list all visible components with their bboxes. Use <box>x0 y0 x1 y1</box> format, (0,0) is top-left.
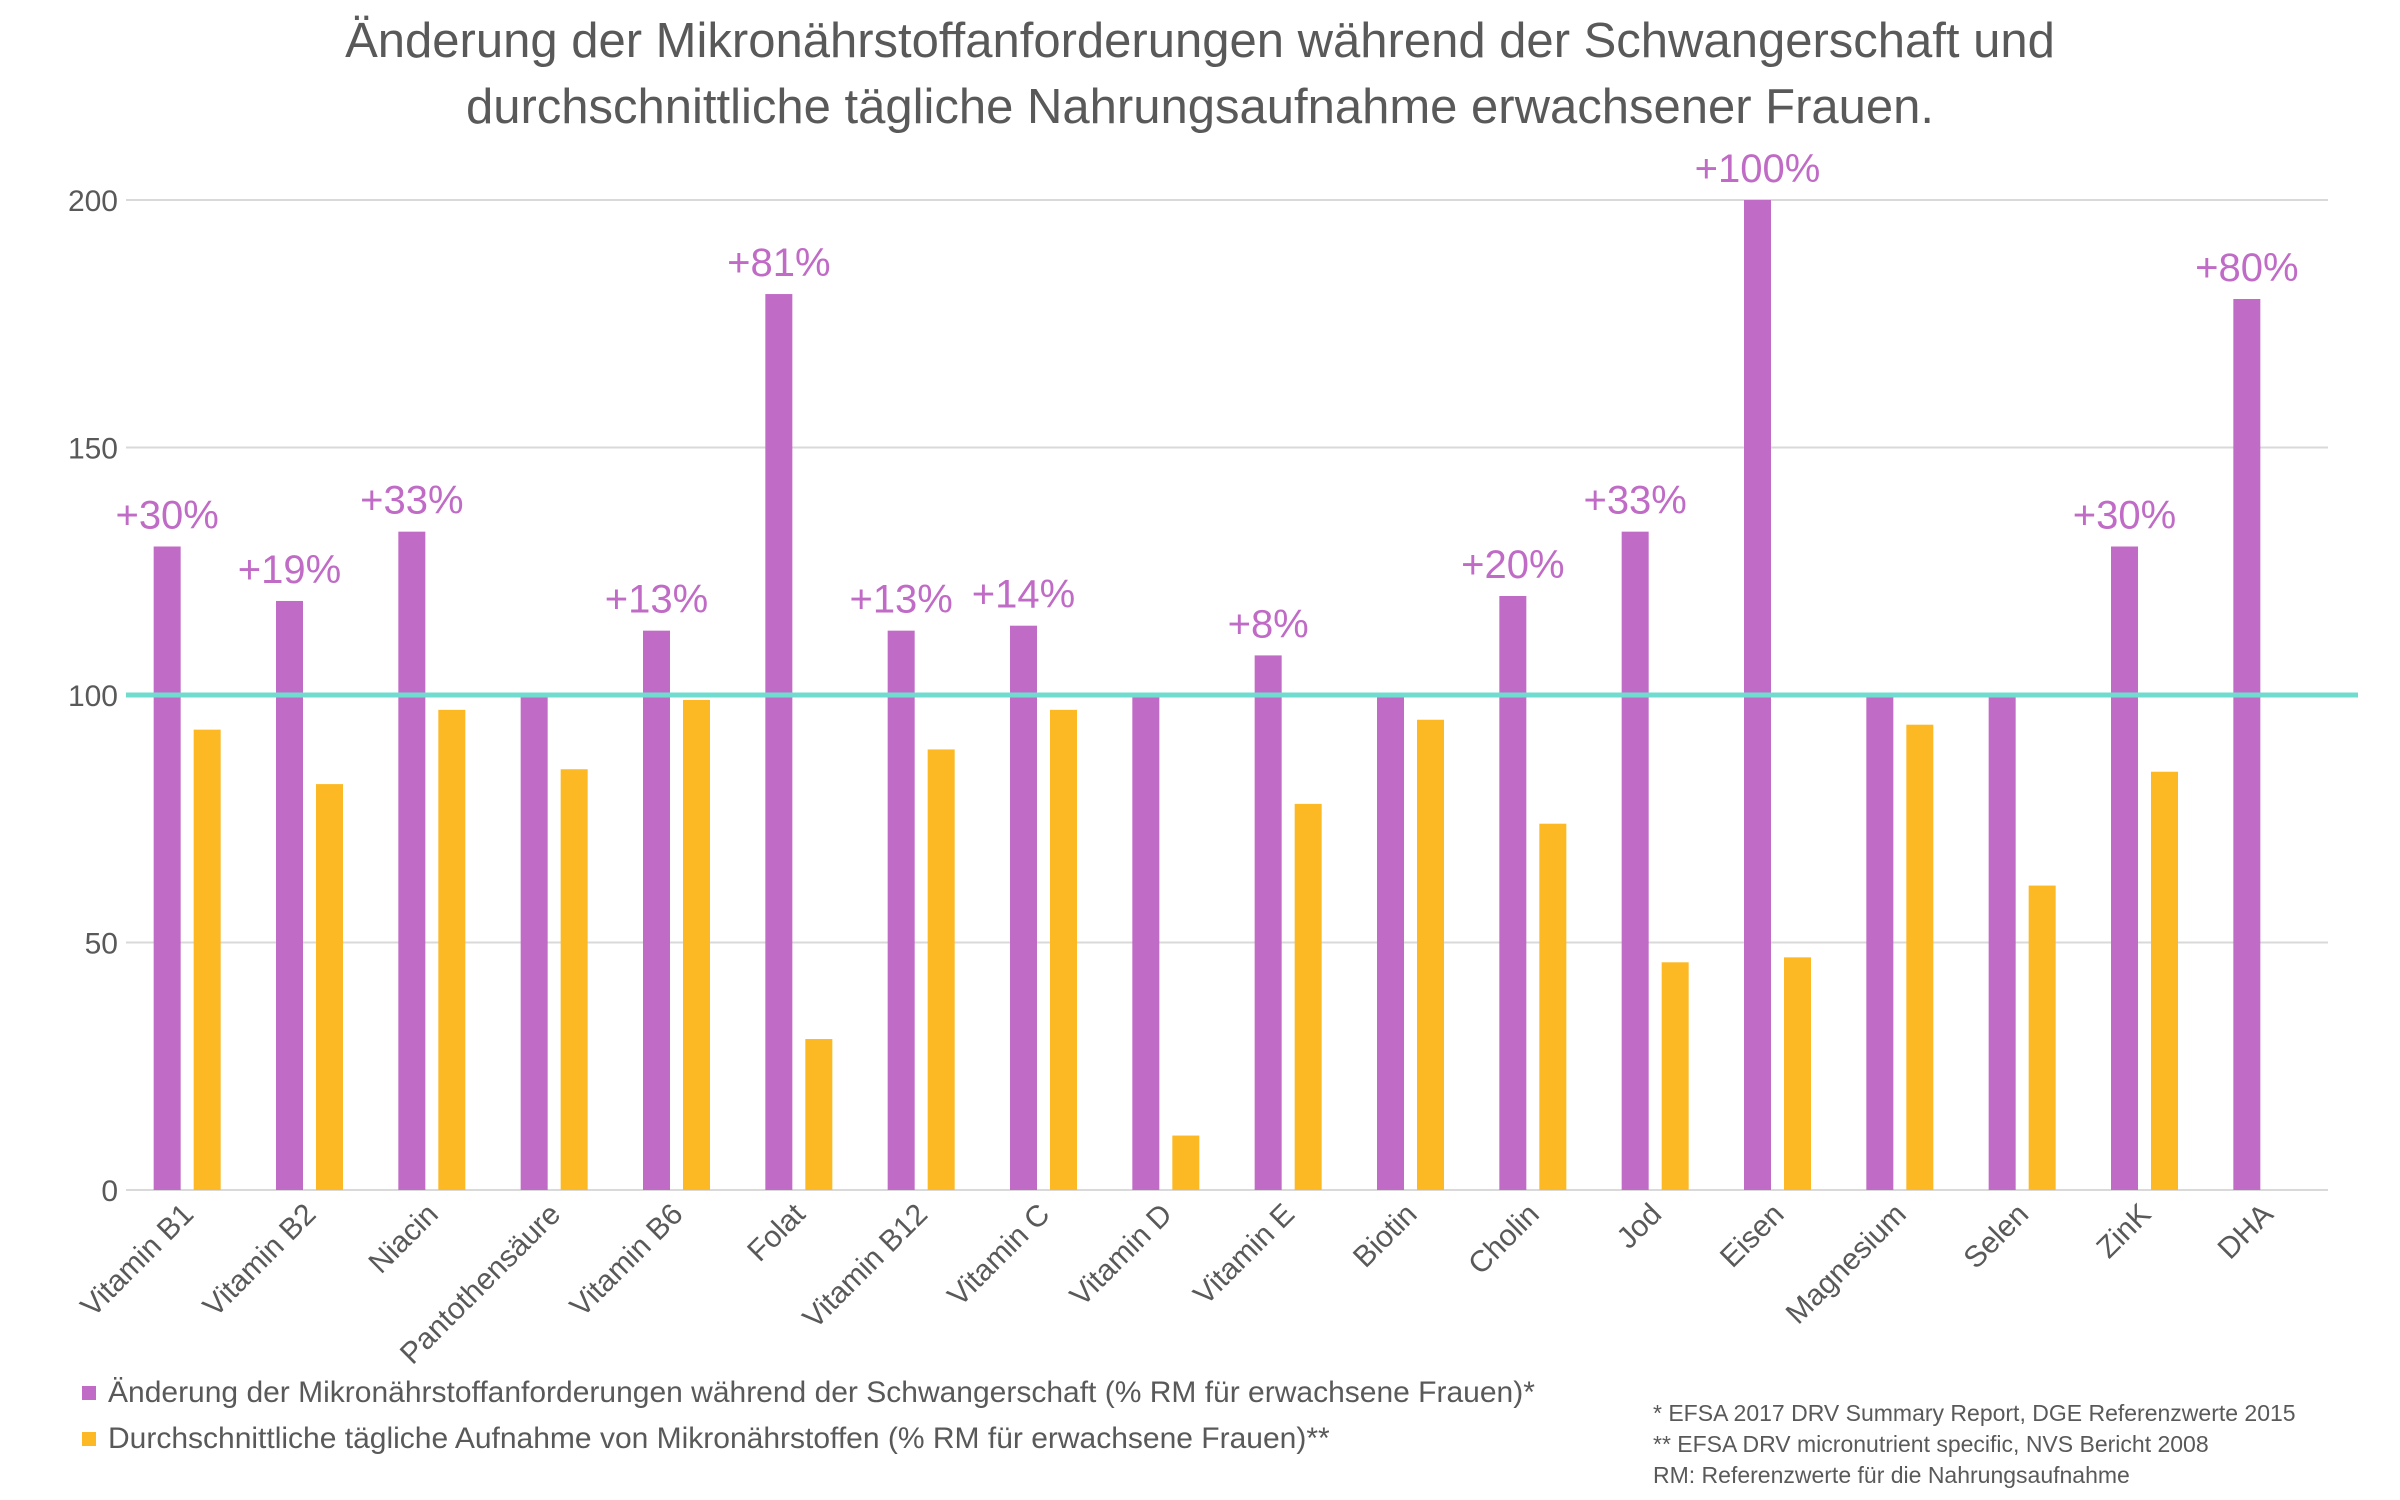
x-tick-label: DHA <box>2212 1198 2280 1266</box>
bar-daily-intake <box>1539 823 1567 1190</box>
bar-daily-intake <box>2151 771 2178 1190</box>
x-tick-label: Jod <box>1611 1198 1669 1256</box>
footnote-rm-definition: RM: Referenzwerte für die Nahrungsaufnah… <box>1653 1462 2130 1488</box>
bar-requirement-change <box>276 600 303 1190</box>
data-label: +30% <box>115 494 218 538</box>
bar-daily-intake <box>1906 724 1934 1190</box>
y-axis-ticks: 0 50 100 150 200 <box>68 185 118 1208</box>
bar-daily-intake <box>438 709 466 1190</box>
data-label: +13% <box>605 578 708 622</box>
bars <box>153 200 2261 1190</box>
data-label: +100% <box>1695 147 1821 191</box>
data-label: +33% <box>360 479 463 523</box>
bar-daily-intake <box>1050 709 1077 1190</box>
x-tick-label: Magnesium <box>1780 1198 1913 1331</box>
bar-requirement-change <box>398 531 426 1190</box>
bar-requirement-change <box>1866 695 1894 1190</box>
x-tick-label: Vitamin C <box>942 1198 1057 1313</box>
data-labels: +30% +19% +33% +13% +81% +13% +14% +8% +20% +33% +… <box>115 147 2298 646</box>
bar-requirement-change <box>2111 546 2138 1190</box>
x-tick-label: Cholin <box>1462 1198 1545 1281</box>
x-tick-label: Eisen <box>1714 1198 1790 1274</box>
x-tick-label: ZinK <box>2090 1198 2157 1265</box>
data-label: +8% <box>1228 602 1309 646</box>
bar-requirement-change <box>1010 625 1037 1190</box>
footnote-efsa-drv: ** EFSA DRV micronutrient specific, NVS … <box>1653 1431 2209 1457</box>
bar-daily-intake <box>1294 803 1322 1190</box>
chart-title: Änderung der Mikronährstoffanforderungen… <box>0 8 2400 140</box>
legend-label: Durchschnittliche tägliche Aufnahme von … <box>108 1422 1330 1455</box>
y-tick-label: 0 <box>101 1175 118 1208</box>
data-label: +80% <box>2195 246 2298 290</box>
bar-requirement-change <box>520 695 548 1190</box>
bar-daily-intake <box>2028 885 2056 1190</box>
x-tick-label: Biotin <box>1347 1198 1423 1274</box>
bar-requirement-change <box>1254 655 1282 1190</box>
legend: Änderung der Mikronährstoffanforderungen… <box>82 1370 1535 1462</box>
y-tick-label: 50 <box>85 928 118 961</box>
x-tick-label: Vitamin B1 <box>75 1198 201 1324</box>
legend-item-requirement-change: Änderung der Mikronährstoffanforderungen… <box>82 1370 1535 1416</box>
bar-requirement-change <box>1132 695 1160 1190</box>
y-tick-label: 150 <box>68 433 118 466</box>
x-tick-label: Vitamin D <box>1064 1198 1179 1313</box>
y-tick-label: 200 <box>68 185 118 218</box>
bar-requirement-change <box>1377 695 1404 1190</box>
bar-daily-intake <box>805 1039 833 1190</box>
bar-daily-intake <box>683 699 710 1190</box>
x-tick-label: Selen <box>1958 1198 2036 1276</box>
x-tick-label: Vitamin B2 <box>197 1198 323 1324</box>
bar-requirement-change <box>643 630 670 1190</box>
x-tick-label: Folat <box>741 1197 812 1268</box>
bar-requirement-change <box>1621 531 1649 1190</box>
bar-requirement-change <box>765 294 793 1190</box>
bar-daily-intake <box>1661 962 1689 1190</box>
legend-swatch-purple <box>82 1386 96 1400</box>
bar-requirement-change <box>887 630 915 1190</box>
data-label: +13% <box>849 578 952 622</box>
legend-item-daily-intake: Durchschnittliche tägliche Aufnahme von … <box>82 1416 1535 1462</box>
data-label: +33% <box>1583 479 1686 523</box>
bar-daily-intake <box>193 729 221 1190</box>
bar-daily-intake <box>1417 719 1444 1190</box>
chart-title-line-1: Änderung der Mikronährstoffanforderungen… <box>345 14 2055 68</box>
data-label: +20% <box>1461 543 1564 587</box>
bar-daily-intake <box>560 769 588 1190</box>
bar-requirement-change <box>1499 596 1527 1190</box>
x-tick-label: Niacin <box>362 1198 444 1280</box>
bar-requirement-change <box>1988 695 2016 1190</box>
x-tick-label: Vitamin E <box>1187 1198 1301 1312</box>
bar-daily-intake <box>927 749 955 1190</box>
footnotes: * EFSA 2017 DRV Summary Report, DGE Refe… <box>1653 1398 2296 1491</box>
y-tick-label: 100 <box>68 680 118 713</box>
bar-requirement-change <box>153 546 181 1190</box>
footnote-efsa-summary: * EFSA 2017 DRV Summary Report, DGE Refe… <box>1653 1400 2296 1426</box>
bar-daily-intake <box>1172 1135 1200 1190</box>
legend-label: Änderung der Mikronährstoffanforderungen… <box>108 1376 1535 1409</box>
data-label: +19% <box>238 548 341 592</box>
data-label: +81% <box>727 241 830 285</box>
x-tick-label: Vitamin B12 <box>797 1198 934 1335</box>
bar-requirement-change <box>2233 299 2261 1190</box>
data-label: +14% <box>972 573 1075 617</box>
legend-swatch-orange <box>82 1432 96 1446</box>
data-label: +30% <box>2073 494 2176 538</box>
bar-daily-intake <box>1784 957 1811 1190</box>
chart-title-line-2: durchschnittliche tägliche Nahrungsaufna… <box>465 80 1935 134</box>
x-tick-label: Vitamin B6 <box>564 1198 690 1324</box>
bar-daily-intake <box>316 784 343 1190</box>
